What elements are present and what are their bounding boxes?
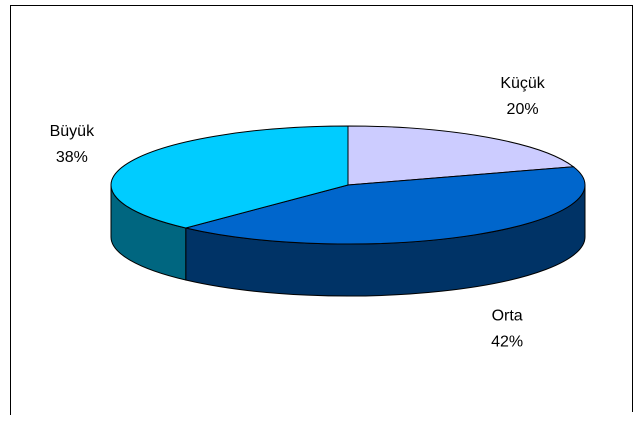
slice-label: Küçük: [500, 75, 545, 92]
slice-label: Orta: [492, 307, 523, 324]
slice-value-label: 42%: [491, 333, 523, 350]
slice-value-label: 20%: [507, 101, 539, 118]
slice-value-label: 38%: [56, 149, 88, 166]
slice-label: Büyük: [50, 123, 95, 140]
slice: [110, 125, 349, 229]
slice: [347, 125, 575, 186]
slice: [185, 166, 586, 245]
chart-frame: [10, 5, 633, 415]
